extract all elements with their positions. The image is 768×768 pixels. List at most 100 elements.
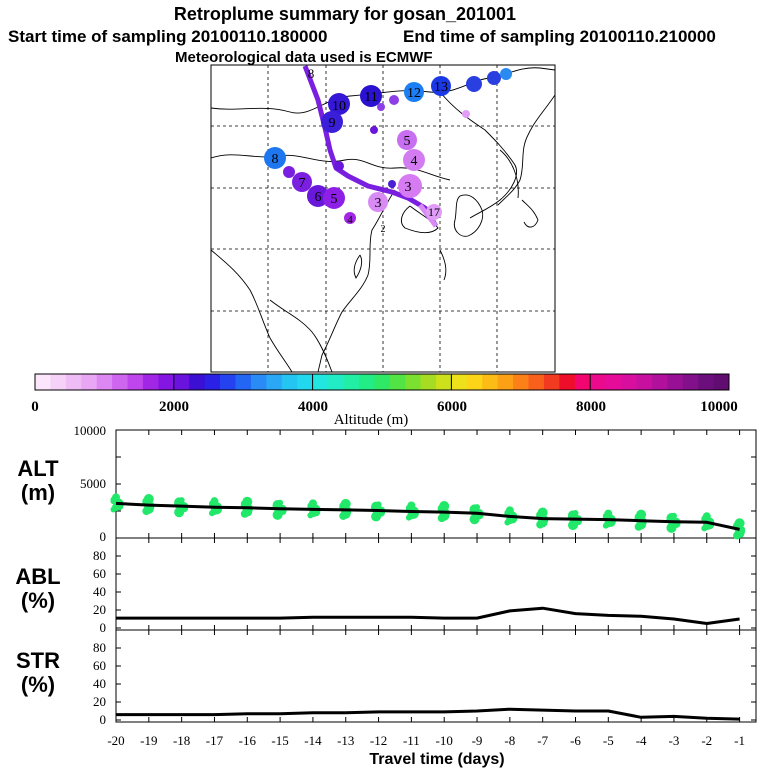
- alt-ylabel-line2: (m): [21, 480, 55, 505]
- alt-ytick: 5000: [80, 476, 106, 491]
- colorbar-swatch: [142, 374, 159, 390]
- plume-label: 13: [434, 80, 448, 95]
- colorbar-swatch: [420, 374, 437, 390]
- colorbar-swatch: [590, 374, 607, 390]
- colorbar-swatch: [698, 374, 714, 390]
- map-frame: [210, 64, 556, 373]
- colorbar-tick: 4000: [298, 399, 328, 415]
- plume-label: 6: [315, 190, 322, 205]
- plume-label: 12: [407, 86, 421, 101]
- x-tick-label: -19: [140, 733, 157, 748]
- x-tick-label: -10: [436, 733, 453, 748]
- colorbar-swatch: [559, 374, 576, 390]
- x-tick-label: -13: [337, 733, 354, 748]
- met-data-label: Meteorological data used is ECMWF: [175, 49, 433, 66]
- colorbar-swatch: [621, 374, 637, 390]
- alt-ytick: 0: [100, 529, 107, 544]
- plume-label: 3: [375, 196, 382, 211]
- colorbar-swatch: [667, 374, 684, 390]
- colorbar-swatch: [451, 374, 468, 390]
- start-time-label: Start time of sampling 20100110.180000: [8, 27, 327, 46]
- str-ytick: 40: [93, 676, 106, 691]
- abl-ytick: 80: [93, 548, 106, 563]
- plume-label: 10: [332, 99, 346, 114]
- x-tick-label: -7: [537, 733, 548, 748]
- x-tick-label: -6: [570, 733, 581, 748]
- plume-label: 5: [404, 134, 411, 149]
- plume-label: 3: [405, 180, 412, 195]
- colorbar-swatch: [651, 374, 668, 390]
- plume-label: 17: [428, 205, 440, 219]
- abl-ytick: 20: [93, 602, 106, 617]
- alt-series-line: [115, 501, 740, 531]
- x-tick-label: -16: [239, 733, 257, 748]
- colorbar-swatch: [220, 374, 236, 390]
- colorbar-swatch: [312, 374, 329, 390]
- plume-label: 5: [331, 192, 338, 207]
- colorbar-swatch: [389, 374, 406, 390]
- colorbar-swatch: [543, 374, 560, 390]
- alt-point: [739, 528, 746, 535]
- x-tick-label: -8: [504, 733, 515, 748]
- plume-label: 8: [308, 66, 315, 81]
- plume-label: 4: [411, 154, 418, 169]
- colorbar-swatch: [574, 374, 591, 390]
- x-tick-label: -12: [370, 733, 387, 748]
- plume-label: 9: [329, 116, 336, 131]
- x-axis-title: Travel time (days): [369, 751, 504, 768]
- colorbar-swatch: [112, 374, 128, 390]
- colorbar-swatch: [81, 374, 98, 390]
- chart-marks: -20 -19 -18 -17 -16 -15 -14 -13 -12 -11 -10 -9 -8 -7 -…: [107, 429, 756, 748]
- str-ylabel-line1: STR: [16, 648, 60, 673]
- str-ytick: 0: [100, 712, 107, 727]
- colorbar-swatch: [682, 374, 699, 390]
- x-tick-label: -2: [701, 733, 712, 748]
- colorbar-swatch: [358, 374, 375, 390]
- colorbar-swatch: [605, 374, 622, 390]
- x-tick-label: -17: [206, 733, 224, 748]
- plume-label: 7: [299, 176, 306, 191]
- x-tick-label: -20: [107, 733, 124, 748]
- end-time-label: End time of sampling 20100110.210000: [403, 27, 716, 46]
- colorbar-swatch: [65, 374, 82, 390]
- colorbar-tick: 8000: [576, 399, 606, 415]
- str-ytick: 60: [93, 658, 106, 673]
- colorbar-swatch: [173, 374, 190, 390]
- panel-frames: [115, 429, 757, 723]
- colorbar-swatch: [204, 374, 221, 390]
- x-tick-label: -5: [603, 733, 614, 748]
- abl-ylabel-line2: (%): [21, 588, 55, 613]
- colorbar-swatch: [513, 374, 529, 390]
- plume-label: 8: [272, 152, 279, 167]
- abl-ytick: 0: [100, 620, 107, 635]
- colorbar-swatch: [482, 374, 499, 390]
- abl-ytick: 60: [93, 566, 106, 581]
- alt-ylabel-line1: ALT: [17, 456, 59, 481]
- x-tick-label: -18: [173, 733, 190, 748]
- figure-title: Retroplume summary for gosan_201001: [174, 4, 516, 24]
- x-tick-label: -4: [636, 733, 647, 748]
- colorbar-swatch: [405, 374, 421, 390]
- trajectory-map: 8 10 11 12 13 9 8 7 6 5 5 4 3 3 4 17 2: [210, 64, 556, 373]
- colorbar-swatch: [281, 374, 298, 390]
- plume-label: 2: [381, 224, 386, 235]
- str-series-line: [116, 707, 740, 721]
- colorbar-swatch: [343, 374, 360, 390]
- x-tick-label: -3: [669, 733, 680, 748]
- colorbar-swatch: [266, 374, 283, 390]
- colorbar-swatch: [250, 374, 267, 390]
- colorbar-swatch: [127, 374, 144, 390]
- plume-labels: 8 10 11 12 13 9 8 7 6 5 5 4 3 3 4 17 2: [272, 66, 449, 235]
- abl-series-line: [116, 606, 740, 625]
- x-tick-label: -11: [403, 733, 420, 748]
- colorbar-swatch: [497, 374, 514, 390]
- alt-point: [110, 498, 117, 505]
- colorbar-swatch: [713, 374, 730, 390]
- str-ylabel-line2: (%): [21, 672, 55, 697]
- x-tick-label: -1: [734, 733, 745, 748]
- colorbar-swatch: [374, 374, 391, 390]
- x-tick-label: -14: [304, 733, 322, 748]
- colorbar-swatch: [35, 374, 51, 390]
- colorbar-swatch: [158, 374, 175, 390]
